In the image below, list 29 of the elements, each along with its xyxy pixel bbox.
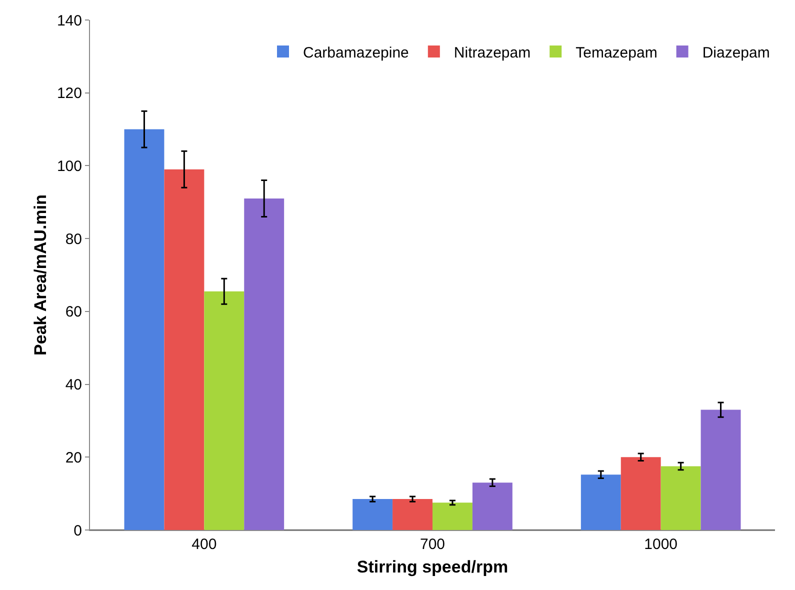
- y-tick-label: 140: [56, 12, 82, 30]
- bar: [204, 291, 244, 530]
- y-tick-label: 100: [56, 158, 82, 175]
- legend-label: Diazepam: [702, 44, 770, 62]
- y-tick-label: 40: [65, 376, 82, 394]
- bar: [164, 169, 204, 530]
- y-tick-label: 120: [56, 85, 82, 102]
- bar: [620, 457, 661, 530]
- bar: [580, 474, 621, 530]
- legend-label: Temazepam: [576, 44, 658, 62]
- x-tick-label: 700: [420, 536, 446, 553]
- bar: [392, 499, 432, 530]
- bar: [244, 198, 284, 530]
- y-tick-label: 0: [74, 522, 82, 540]
- bar: [352, 499, 393, 530]
- x-tick-label: 400: [192, 536, 217, 553]
- legend-label: Nitrazepam: [454, 44, 531, 62]
- y-axis-title: Peak Area/mAU.min: [31, 194, 50, 356]
- bar: [432, 502, 472, 530]
- y-tick-label: 80: [65, 230, 82, 248]
- y-tick-label: 20: [65, 449, 82, 466]
- y-tick-label: 60: [65, 304, 82, 321]
- bar: [124, 129, 164, 530]
- legend-label: Carbamazepine: [303, 44, 409, 62]
- bar: [660, 466, 701, 530]
- bar: [472, 482, 512, 530]
- x-axis-title: Stirring speed/rpm: [356, 557, 508, 576]
- bar: [700, 410, 741, 530]
- x-tick-label: 1000: [644, 536, 678, 553]
